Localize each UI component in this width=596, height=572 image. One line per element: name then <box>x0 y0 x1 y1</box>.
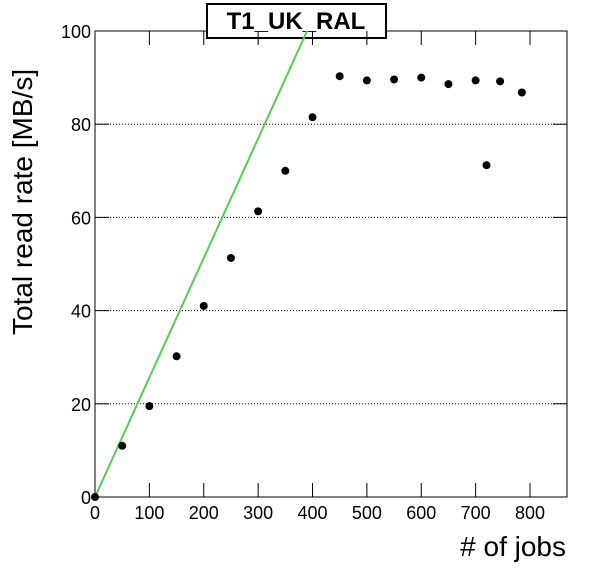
data-point <box>417 73 426 82</box>
data-point <box>145 402 154 411</box>
plot-frame <box>94 30 568 498</box>
data-point <box>471 76 480 85</box>
data-point <box>517 88 526 97</box>
data-point <box>362 76 371 85</box>
data-point <box>308 113 317 122</box>
chart-title: T1_UK_RAL <box>227 8 366 35</box>
y-tick-label: 20 <box>71 395 91 415</box>
x-tick-label: 700 <box>461 503 491 523</box>
y-tick-label: 100 <box>61 22 91 42</box>
data-point <box>91 493 99 501</box>
y-tick-label: 40 <box>71 302 91 322</box>
x-tick-label: 300 <box>243 503 273 523</box>
data-point <box>254 207 263 216</box>
data-point <box>172 352 181 361</box>
data-point <box>118 441 127 450</box>
x-tick-label: 200 <box>189 503 219 523</box>
y-tick-label: 80 <box>71 115 91 135</box>
data-point <box>335 72 344 81</box>
data-point <box>444 80 453 89</box>
x-axis-label: # of jobs <box>460 531 566 562</box>
y-tick-label: 0 <box>81 488 91 508</box>
data-point <box>496 77 505 86</box>
data-point <box>199 301 208 310</box>
x-tick-label: 100 <box>134 503 164 523</box>
x-tick-label: 0 <box>90 503 100 523</box>
x-tick-label: 500 <box>352 503 382 523</box>
x-tick-label: 400 <box>297 503 327 523</box>
data-point <box>482 161 491 170</box>
title-box <box>206 3 387 39</box>
y-axis-label: Total read rate [MB/s] <box>7 69 38 335</box>
fit-line <box>94 30 308 498</box>
data-point <box>226 253 235 262</box>
y-tick-label: 60 <box>71 208 91 228</box>
data-point <box>390 75 399 84</box>
x-tick-label: 600 <box>406 503 436 523</box>
x-tick-label: 800 <box>515 503 545 523</box>
data-point <box>281 166 290 175</box>
